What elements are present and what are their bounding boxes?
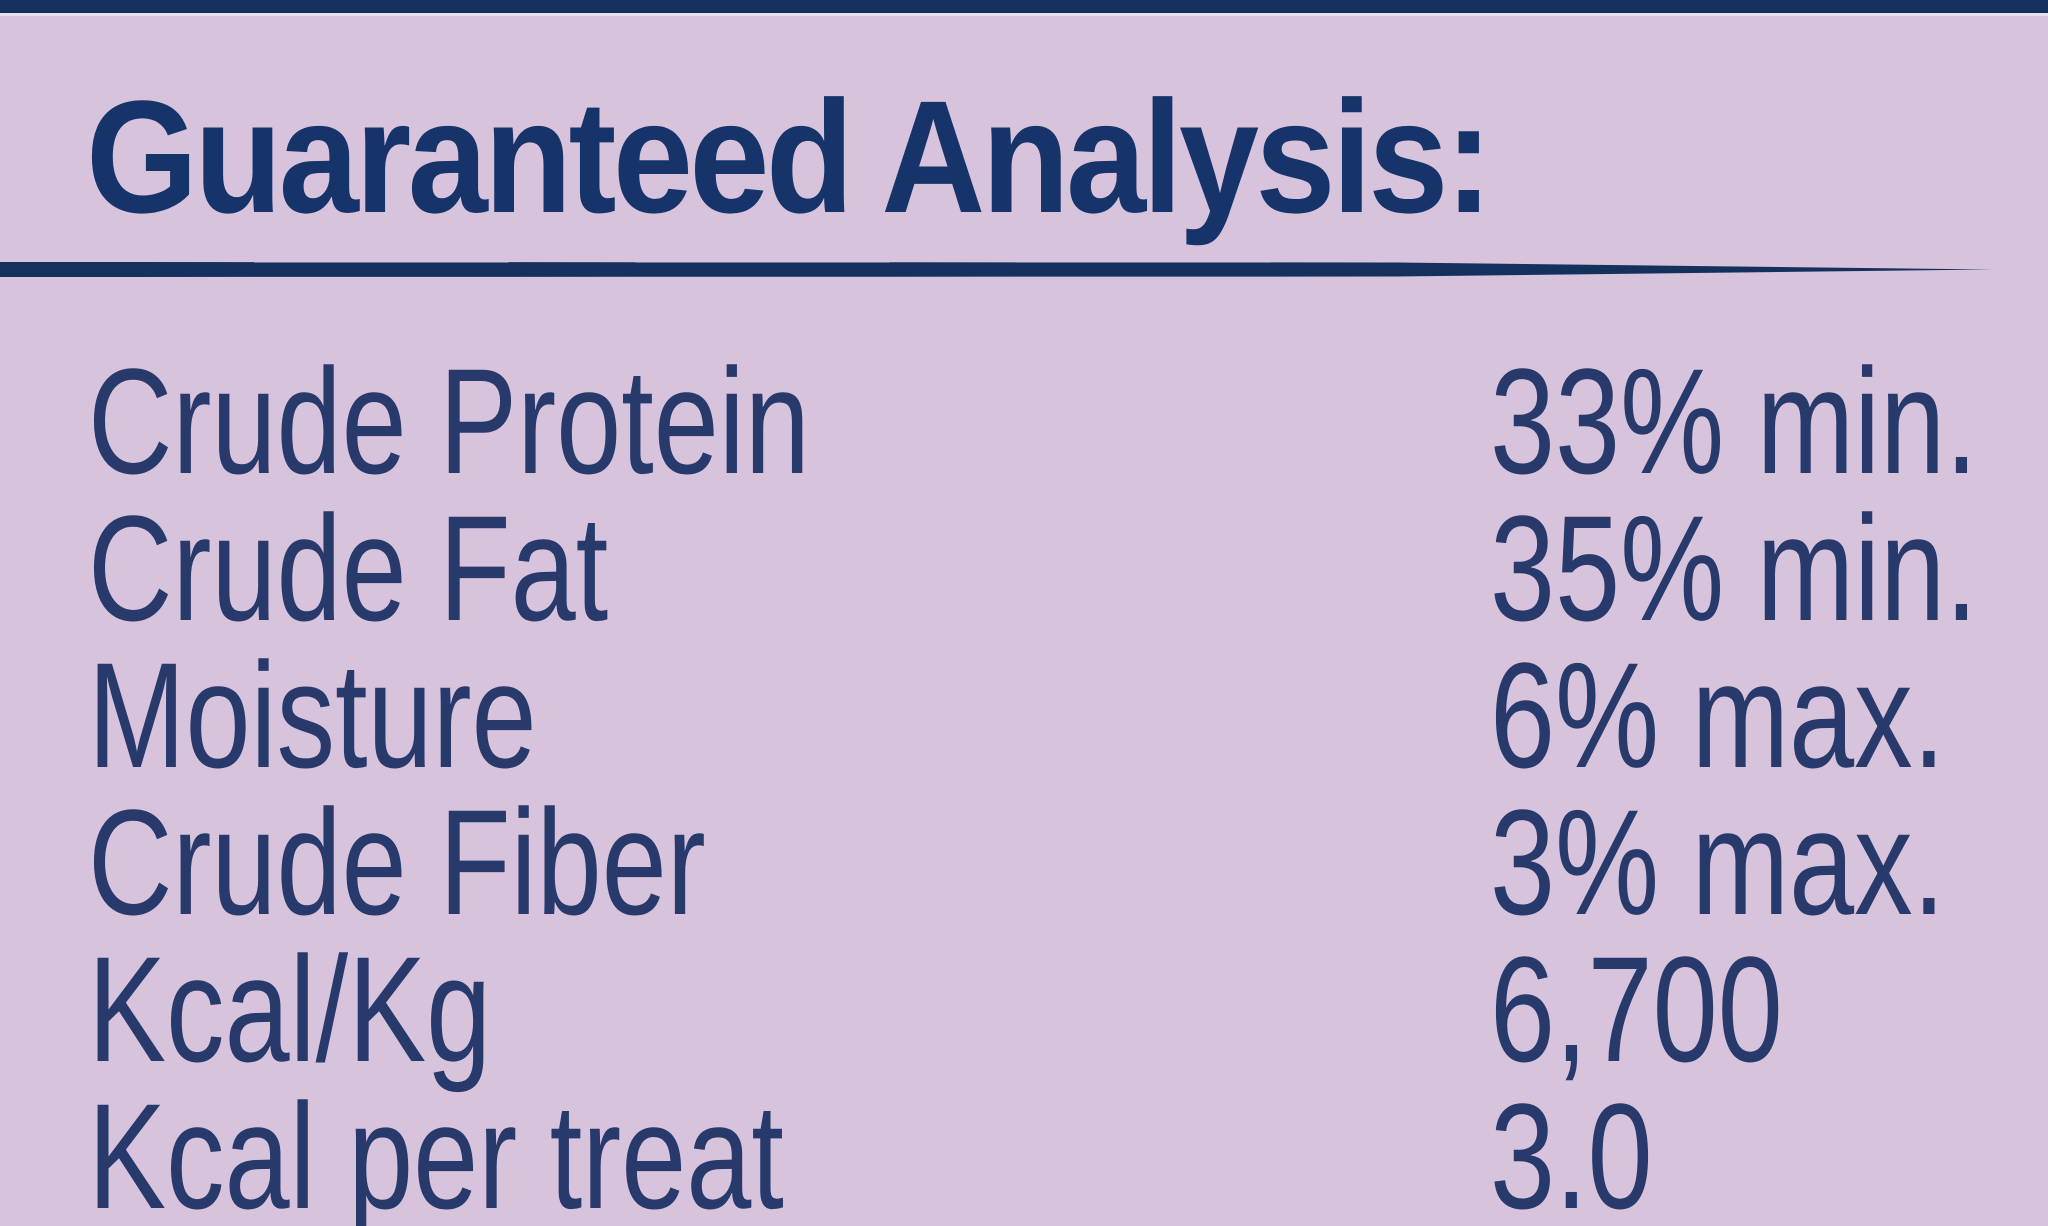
nutrient-value: 33% min. bbox=[1490, 337, 1978, 505]
table-row: Crude Protein 33% min. bbox=[0, 337, 2048, 505]
title-divider-rule bbox=[0, 262, 1992, 277]
analysis-table: Crude Protein 33% min. Crude Fat 35% min… bbox=[0, 337, 2048, 1226]
nutrient-name: Crude Protein bbox=[88, 337, 810, 505]
nutrient-name: Crude Fat bbox=[88, 484, 609, 652]
nutrient-name: Moisture bbox=[88, 631, 537, 799]
nutrient-name: Kcal per treat bbox=[88, 1072, 784, 1226]
table-row: Moisture 6% max. bbox=[0, 631, 2048, 799]
table-row: Crude Fat 35% min. bbox=[0, 484, 2048, 652]
nutrient-name: Kcal/Kg bbox=[88, 925, 492, 1093]
nutrient-value: 35% min. bbox=[1490, 484, 1978, 652]
nutrient-name: Crude Fiber bbox=[88, 778, 706, 946]
nutrient-value: 3% max. bbox=[1490, 778, 1946, 946]
table-row: Crude Fiber 3% max. bbox=[0, 778, 2048, 946]
nutrient-value: 6,700 bbox=[1490, 925, 1783, 1093]
top-border-bar bbox=[0, 0, 2048, 13]
page-title: Guaranteed Analysis: bbox=[86, 67, 1493, 246]
table-row: Kcal per treat 3.0 bbox=[0, 1072, 2048, 1226]
nutrient-value: 6% max. bbox=[1490, 631, 1946, 799]
nutrient-value: 3.0 bbox=[1490, 1072, 1653, 1226]
table-row: Kcal/Kg 6,700 bbox=[0, 925, 2048, 1093]
